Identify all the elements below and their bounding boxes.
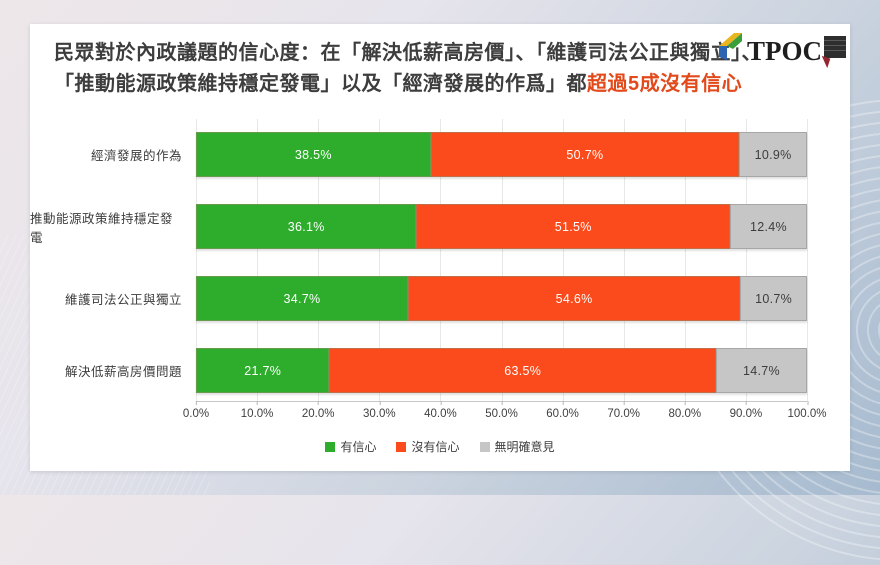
bar-row: 經濟發展的作為 38.5% 50.7% 10.9%: [30, 132, 850, 204]
gridline: [379, 119, 381, 401]
segment-value-label: 12.4%: [750, 219, 787, 234]
x-tick-mark: [745, 401, 747, 405]
gridline: [318, 119, 320, 401]
bar-row: 解決低薪高房價問題 21.7% 63.5% 14.7%: [30, 348, 850, 420]
category-label: 經濟發展的作為: [90, 149, 182, 163]
legend-label: 有信心: [340, 440, 377, 454]
bar-segment: 38.5%: [196, 132, 431, 177]
x-tick-label: 80.0%: [668, 401, 701, 420]
legend-item: 有信心: [325, 438, 376, 455]
bar-segment: 34.7%: [196, 276, 408, 321]
segment-value-label: 34.7%: [283, 291, 321, 306]
tpoc-logo-text: TPOC: [746, 36, 822, 66]
legend-item: 沒有信心: [396, 438, 460, 455]
category-label: 解決低薪高房價問題: [64, 365, 182, 379]
bar-segment: 21.7%: [196, 348, 330, 393]
title-line2: 「推動能源政策維持穩定發電」以及「經濟發展的作爲」都: [54, 73, 587, 95]
x-tick-label: 90.0%: [730, 401, 762, 420]
segment-value-label: 50.7%: [566, 147, 604, 162]
x-tick-label: 0.0%: [183, 401, 209, 420]
gridline: [807, 119, 808, 401]
bar-row: 維護司法公正與獨立 34.7% 54.6% 10.7%: [30, 276, 850, 348]
stacked-bar-chart: 經濟發展的作為 38.5% 50.7% 10.9% 推動能源政策維持穩定發電 36.1% 5…: [30, 24, 850, 471]
legend-label: 無明確意見: [494, 440, 555, 454]
category-label: 維護司法公正與獨立: [64, 293, 182, 307]
x-tick-label: 10.0%: [241, 401, 273, 420]
x-tick-mark: [684, 401, 686, 405]
chart-legend: 有信心 沒有信心 無明確意見: [30, 438, 850, 455]
bar-track: 21.7% 63.5% 14.7%: [196, 348, 808, 393]
bar-track: 36.1% 51.5% 12.4%: [196, 204, 807, 249]
tpoc-logo-seal-icon: [824, 36, 846, 58]
x-tick-label: 70.0%: [607, 401, 640, 420]
slide: { "title": { "line1": "民眾對於內政議題的信心度：在「解決…: [0, 0, 880, 495]
x-axis: 0.0% 10.0% 20.0% 30.0% 40.0% 50.0% 60.0% 70.0% 8…: [183, 401, 827, 424]
bar-segment: 10.9%: [739, 132, 807, 177]
bar-segment: 63.5%: [329, 348, 716, 393]
bar-track: 34.7% 54.6% 10.7%: [196, 276, 807, 321]
gridline: [623, 119, 625, 401]
chart-card: 民眾對於內政議題的信心度：在「解決低薪高房價」、「維護司法公正與獨立」、 「推動…: [30, 24, 850, 471]
segment-value-label: 10.9%: [754, 147, 792, 162]
segment-value-label: 54.6%: [555, 291, 593, 306]
legend-swatch: [325, 441, 336, 452]
x-tick-mark: [440, 401, 442, 405]
segment-value-label: 36.1%: [287, 219, 325, 234]
x-tick-mark: [318, 401, 320, 405]
x-tick-mark: [562, 401, 564, 405]
bar-segment: 14.7%: [715, 348, 808, 393]
x-tick-mark: [501, 401, 503, 405]
x-tick-mark: [257, 401, 259, 405]
legend-swatch: [479, 441, 490, 452]
x-tick-label: 50.0%: [485, 401, 518, 420]
x-tick-mark: [196, 401, 197, 405]
x-tick-label: 60.0%: [546, 401, 579, 420]
x-tick-label: 100.0%: [787, 401, 827, 420]
gridline: [562, 119, 564, 401]
gridline: [440, 119, 442, 401]
bar-segment: 10.7%: [740, 276, 807, 321]
legend-label: 沒有信心: [411, 440, 460, 454]
gridline: [684, 119, 686, 401]
bar-segment: 54.6%: [407, 276, 741, 321]
category-label: 推動能源政策維持穩定發電: [30, 211, 174, 245]
segment-value-label: 63.5%: [504, 363, 542, 378]
x-tick-label: 30.0%: [363, 401, 396, 420]
gridline: [501, 119, 503, 401]
tpoc-logo-icon: [718, 33, 742, 60]
x-tick-label: 40.0%: [424, 401, 457, 420]
segment-value-label: 21.7%: [244, 363, 282, 378]
legend-swatch: [396, 441, 407, 452]
title-highlight: 超過5成沒有信心: [587, 73, 743, 95]
bar-segment: 51.5%: [416, 204, 730, 249]
tpoc-logo: TPOC: [717, 30, 846, 66]
gridline: [257, 119, 259, 401]
x-tick-mark: [806, 401, 808, 405]
segment-value-label: 14.7%: [743, 363, 780, 378]
gridline: [745, 119, 747, 401]
gridline: [196, 119, 197, 401]
x-tick-mark: [379, 401, 381, 405]
x-tick-label: 20.0%: [302, 401, 334, 420]
legend-item: 無明確意見: [479, 438, 555, 455]
x-tick-mark: [623, 401, 625, 405]
bar-segment: 12.4%: [729, 204, 807, 249]
bar-row: 推動能源政策維持穩定發電 36.1% 51.5% 12.4%: [30, 204, 850, 276]
bar-segment: 36.1%: [196, 204, 417, 249]
segment-value-label: 10.7%: [755, 291, 793, 306]
bar-segment: 50.7%: [430, 132, 740, 177]
segment-value-label: 38.5%: [294, 147, 332, 162]
page-title: 民眾對於內政議題的信心度：在「解決低薪高房價」、「維護司法公正與獨立」、 「推動…: [54, 38, 814, 100]
bar-track: 38.5% 50.7% 10.9%: [196, 132, 807, 177]
title-line1: 民眾對於內政議題的信心度：在「解決低薪高房價」、「維護司法公正與獨立」、: [54, 42, 762, 64]
segment-value-label: 51.5%: [554, 219, 592, 234]
